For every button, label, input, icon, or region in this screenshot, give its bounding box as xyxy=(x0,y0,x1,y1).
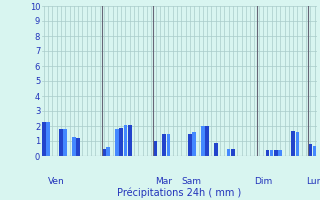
Bar xyxy=(201,126,205,156)
Bar xyxy=(119,128,123,156)
Bar xyxy=(128,124,132,156)
Bar xyxy=(107,147,110,156)
Bar xyxy=(296,132,299,156)
Bar xyxy=(115,129,119,156)
Bar xyxy=(214,142,218,156)
Bar xyxy=(291,130,295,156)
Text: Dim: Dim xyxy=(254,177,273,186)
Bar xyxy=(46,121,50,156)
Bar xyxy=(162,134,166,156)
Bar xyxy=(274,150,278,156)
Bar xyxy=(188,134,192,156)
Bar xyxy=(192,132,196,156)
Text: Lun: Lun xyxy=(306,177,320,186)
Bar xyxy=(266,150,269,156)
Bar xyxy=(227,148,230,156)
Bar xyxy=(313,146,316,156)
Bar xyxy=(270,150,274,156)
Text: Précipitations 24h ( mm ): Précipitations 24h ( mm ) xyxy=(117,188,241,198)
Bar xyxy=(308,144,312,156)
Bar xyxy=(205,126,209,156)
Bar xyxy=(76,138,80,156)
Bar xyxy=(102,148,106,156)
Bar xyxy=(42,121,45,156)
Bar xyxy=(63,129,67,156)
Bar xyxy=(72,136,76,156)
Text: Sam: Sam xyxy=(181,177,201,186)
Bar xyxy=(124,124,127,156)
Bar xyxy=(231,148,235,156)
Bar xyxy=(59,129,63,156)
Bar xyxy=(278,150,282,156)
Text: Mar: Mar xyxy=(156,177,172,186)
Bar xyxy=(167,134,170,156)
Bar xyxy=(154,141,157,156)
Text: Ven: Ven xyxy=(48,177,65,186)
